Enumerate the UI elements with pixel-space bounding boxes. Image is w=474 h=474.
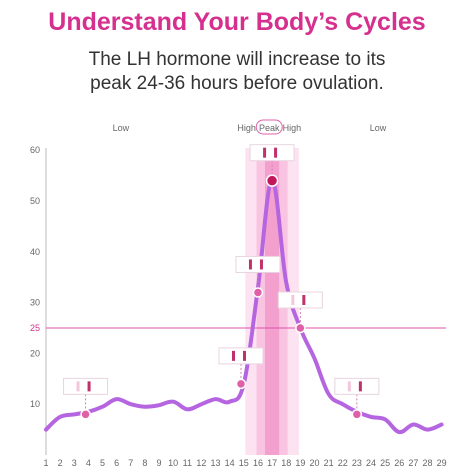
x-tick-label: 4 [86, 458, 91, 468]
x-tick-label: 23 [352, 458, 362, 468]
strip-test-line [302, 295, 306, 305]
test-markers [63, 144, 380, 420]
x-tick-label: 5 [100, 458, 105, 468]
test-strip [63, 377, 109, 395]
test-marker [63, 377, 109, 420]
x-tick-label: 22 [338, 458, 348, 468]
test-marker [277, 291, 323, 334]
phase-label-peak: Peak [259, 123, 280, 133]
x-tick-label: 25 [380, 458, 390, 468]
marker-dot [295, 322, 306, 334]
strip-control-line [263, 147, 267, 158]
subtitle-line-2: peak 24-36 hours before ovulation. [90, 73, 384, 94]
x-tick-label: 12 [196, 458, 206, 468]
marker-dot [80, 409, 91, 420]
x-tick-label: 9 [157, 458, 162, 468]
y-tick-label: 50 [30, 196, 40, 206]
page-title: Understand Your Body’s Cycles [48, 8, 426, 36]
marker-dot [235, 378, 247, 390]
y-tick-label: 60 [30, 145, 40, 155]
x-tick-label: 13 [211, 458, 221, 468]
x-tick-label: 18 [281, 458, 291, 468]
peak-marker-dot [265, 174, 279, 187]
x-tick-label: 15 [239, 458, 249, 468]
y-tick-label: 10 [30, 399, 40, 409]
marker-dot [252, 287, 264, 298]
strip-test-line [87, 381, 91, 392]
x-tick-label: 3 [72, 458, 77, 468]
test-strip [235, 255, 281, 273]
phase-label-low: Low [370, 123, 387, 133]
test-marker [218, 347, 264, 390]
x-tick-label: 10 [168, 458, 178, 468]
test-strip [277, 291, 323, 309]
strip-faint-line [76, 381, 80, 392]
test-strip [218, 347, 264, 365]
x-tick-label: 24 [366, 458, 376, 468]
subtitle-line-1: The LH hormone will increase to its [88, 49, 386, 70]
shaded-band-dark [265, 148, 280, 455]
phase-label-high: High [283, 123, 302, 133]
test-strip [334, 377, 380, 395]
strip-control-line [248, 259, 252, 270]
strip-test-line [358, 381, 362, 392]
marker-dot [351, 409, 363, 420]
y-tick-label: 20 [30, 348, 40, 358]
subtitle: The LH hormone will increase to its peak… [0, 48, 474, 96]
x-tick-label: 16 [253, 458, 263, 468]
x-tick-label: 20 [309, 458, 319, 468]
strip-control-line [231, 350, 235, 361]
strip-faint-line [347, 381, 351, 392]
strip-faint-line [291, 295, 295, 305]
x-tick-label: 14 [225, 458, 235, 468]
x-tick-label: 2 [58, 458, 63, 468]
x-tick-label: 27 [408, 458, 418, 468]
reference-line-label: 25 [30, 323, 40, 333]
x-tick-label: 7 [128, 458, 133, 468]
x-tick-label: 6 [114, 458, 119, 468]
x-tick-label: 11 [183, 458, 192, 468]
x-tick-label: 19 [295, 458, 305, 468]
x-tick-label: 29 [437, 458, 447, 468]
test-strip [249, 144, 295, 162]
strip-test-line [242, 350, 246, 361]
phase-label-high: High [237, 123, 256, 133]
phase-labels: Low High Peak High Low [113, 119, 387, 135]
test-marker [334, 377, 380, 420]
phase-label-low: Low [113, 123, 130, 133]
test-marker [235, 255, 281, 298]
x-tick-label: 1 [43, 458, 48, 468]
x-tick-label: 26 [394, 458, 404, 468]
y-tick-label: 30 [30, 298, 40, 308]
x-tick-label: 8 [142, 458, 147, 468]
y-tick-label: 40 [30, 247, 40, 257]
test-marker [249, 144, 295, 187]
strip-test-line [274, 147, 278, 158]
strip-test-line [259, 259, 263, 270]
x-tick-label: 17 [267, 458, 277, 468]
x-tick-label: 21 [324, 458, 334, 468]
peak-pill [255, 119, 283, 135]
x-tick-label: 28 [423, 458, 433, 468]
